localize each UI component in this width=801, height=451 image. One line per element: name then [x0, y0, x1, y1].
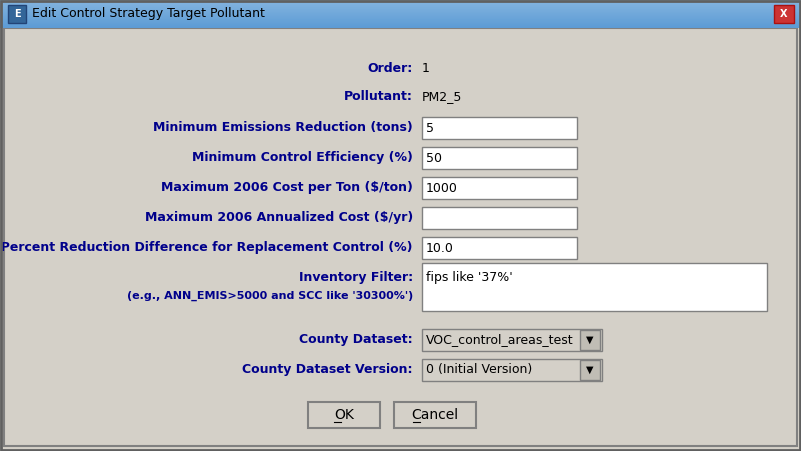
Text: VOC_control_areas_test: VOC_control_areas_test [426, 333, 574, 346]
Text: (e.g., ANN_EMIS>5000 and SCC like '30300%'): (e.g., ANN_EMIS>5000 and SCC like '30300… [127, 291, 413, 301]
Text: PM2_5: PM2_5 [422, 91, 462, 103]
FancyBboxPatch shape [0, 12, 801, 13]
FancyBboxPatch shape [0, 0, 801, 28]
Text: fips like '37%': fips like '37%' [426, 272, 513, 285]
Text: County Dataset Version:: County Dataset Version: [243, 364, 413, 377]
Text: Minimum Percent Reduction Difference for Replacement Control (%): Minimum Percent Reduction Difference for… [0, 241, 413, 254]
FancyBboxPatch shape [0, 1, 801, 2]
Text: 0 (Initial Version): 0 (Initial Version) [426, 364, 532, 377]
FancyBboxPatch shape [0, 6, 801, 7]
Text: Minimum Emissions Reduction (tons): Minimum Emissions Reduction (tons) [153, 121, 413, 134]
FancyBboxPatch shape [580, 330, 600, 350]
FancyBboxPatch shape [0, 20, 801, 21]
FancyBboxPatch shape [0, 2, 801, 3]
Text: Edit Control Strategy Target Pollutant: Edit Control Strategy Target Pollutant [32, 8, 265, 20]
FancyBboxPatch shape [0, 8, 801, 9]
FancyBboxPatch shape [422, 359, 602, 381]
FancyBboxPatch shape [0, 7, 801, 8]
FancyBboxPatch shape [422, 329, 602, 351]
Text: Cancel: Cancel [412, 408, 458, 422]
Text: 10.0: 10.0 [426, 241, 454, 254]
Text: ▼: ▼ [586, 335, 594, 345]
FancyBboxPatch shape [0, 9, 801, 10]
FancyBboxPatch shape [580, 360, 600, 380]
Text: Maximum 2006 Cost per Ton ($/ton): Maximum 2006 Cost per Ton ($/ton) [161, 181, 413, 194]
FancyBboxPatch shape [0, 14, 801, 15]
Text: 1000: 1000 [426, 181, 458, 194]
FancyBboxPatch shape [0, 3, 801, 4]
FancyBboxPatch shape [394, 402, 476, 428]
FancyBboxPatch shape [0, 11, 801, 12]
Text: ▼: ▼ [586, 365, 594, 375]
Text: County Dataset:: County Dataset: [300, 333, 413, 346]
FancyBboxPatch shape [774, 5, 794, 23]
Text: Inventory Filter:: Inventory Filter: [299, 272, 413, 285]
FancyBboxPatch shape [422, 237, 577, 259]
FancyBboxPatch shape [8, 5, 26, 23]
FancyBboxPatch shape [0, 18, 801, 19]
FancyBboxPatch shape [422, 147, 577, 169]
FancyBboxPatch shape [0, 16, 801, 17]
FancyBboxPatch shape [422, 117, 577, 139]
FancyBboxPatch shape [4, 28, 797, 446]
FancyBboxPatch shape [0, 22, 801, 23]
Text: 5: 5 [426, 121, 434, 134]
FancyBboxPatch shape [0, 5, 801, 6]
FancyBboxPatch shape [308, 402, 380, 428]
FancyBboxPatch shape [0, 19, 801, 20]
FancyBboxPatch shape [0, 0, 801, 1]
FancyBboxPatch shape [0, 4, 801, 5]
FancyBboxPatch shape [422, 207, 577, 229]
FancyBboxPatch shape [422, 263, 767, 311]
Text: OK: OK [334, 408, 354, 422]
FancyBboxPatch shape [422, 177, 577, 199]
FancyBboxPatch shape [0, 17, 801, 18]
Text: Minimum Control Efficiency (%): Minimum Control Efficiency (%) [192, 152, 413, 165]
Text: Maximum 2006 Annualized Cost ($/yr): Maximum 2006 Annualized Cost ($/yr) [145, 212, 413, 225]
Text: X: X [780, 9, 787, 19]
FancyBboxPatch shape [0, 15, 801, 16]
Text: Pollutant:: Pollutant: [344, 91, 413, 103]
Text: Order:: Order: [368, 61, 413, 74]
Text: 1: 1 [422, 61, 430, 74]
FancyBboxPatch shape [0, 21, 801, 22]
FancyBboxPatch shape [0, 10, 801, 11]
FancyBboxPatch shape [0, 13, 801, 14]
Text: 50: 50 [426, 152, 442, 165]
Text: E: E [14, 9, 20, 19]
